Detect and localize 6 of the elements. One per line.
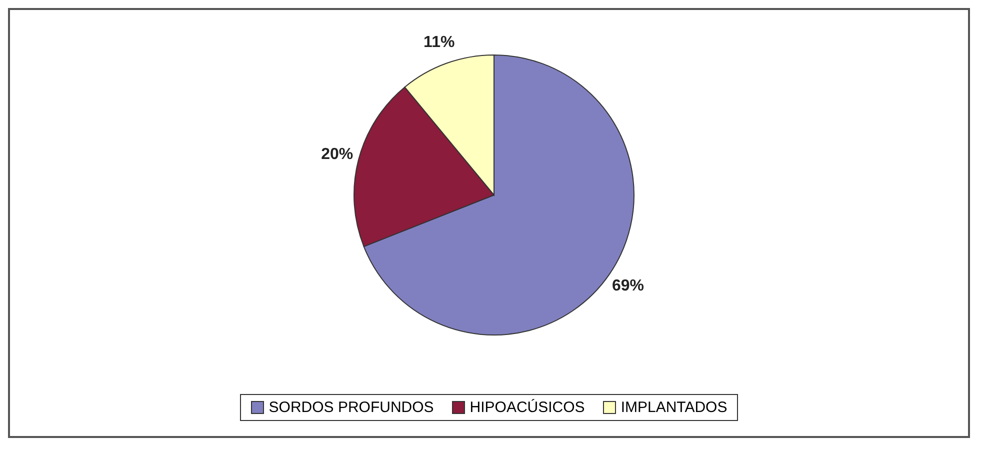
legend-label: IMPLANTADOS bbox=[620, 399, 728, 416]
data-label: 69% bbox=[612, 278, 644, 295]
data-label: 20% bbox=[321, 146, 354, 164]
legend-label: SORDOS PROFUNDOS bbox=[268, 399, 434, 416]
data-label: 11% bbox=[424, 34, 455, 52]
legend-label: HIPOACÚSICOS bbox=[468, 399, 585, 416]
